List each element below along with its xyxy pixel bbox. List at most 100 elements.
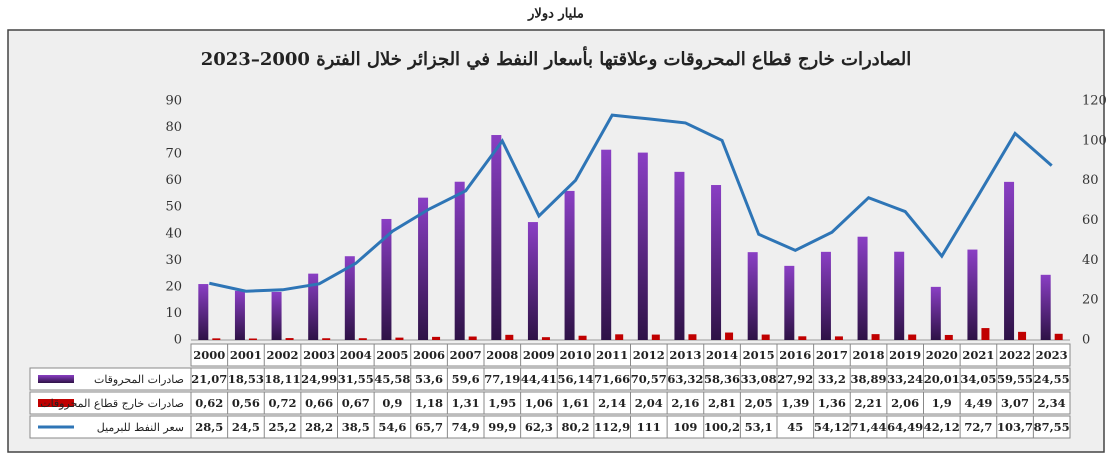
table-value: 1,31 [452, 396, 480, 410]
y-tick-label: 90 [165, 94, 182, 109]
x-tick-label: 2000 [193, 348, 225, 362]
table-value: 24,99 [301, 372, 337, 386]
y-tick-label: 70 [165, 147, 182, 162]
table-value: 71,44 [851, 420, 887, 434]
legend-swatch [38, 375, 74, 383]
bar [725, 332, 734, 340]
bar [871, 334, 880, 340]
table-value: 2,14 [598, 396, 626, 410]
x-tick-label: 2009 [523, 348, 555, 362]
bar [381, 218, 392, 340]
table-value: 74,9 [452, 420, 480, 434]
x-tick-label: 2022 [999, 348, 1031, 362]
table-value: 54,6 [378, 420, 406, 434]
table-value: 65,7 [415, 420, 443, 434]
bar [432, 336, 441, 340]
bar [1018, 331, 1027, 340]
x-tick-label: 2016 [779, 348, 811, 362]
bar [981, 328, 990, 340]
bar [615, 334, 624, 340]
x-tick-label: 2019 [889, 348, 921, 362]
bar [674, 171, 685, 340]
y-tick-label: 30 [165, 253, 182, 268]
legend-swatch [38, 399, 74, 407]
bar [418, 197, 429, 340]
table-value: 2,05 [745, 396, 773, 410]
table-value: 59,6 [452, 372, 480, 386]
table-value: 58,36 [704, 372, 740, 386]
x-tick-label: 2023 [1036, 348, 1068, 362]
bar [711, 185, 722, 340]
y-tick-label: 80 [165, 120, 182, 135]
x-tick-label: 2017 [816, 348, 848, 362]
table-value: 0,72 [269, 396, 297, 410]
table-value: 77,19 [484, 372, 520, 386]
table-value: 63,32 [667, 372, 703, 386]
y2-tick-label: 20 [1082, 293, 1099, 308]
bar [234, 290, 245, 340]
y2-tick-label: 40 [1082, 253, 1099, 268]
y-tick-label: 20 [165, 279, 182, 294]
bar [761, 334, 770, 340]
chart-title: الصادرات خارج قطاع المحروقات وعلاقتها بأ… [201, 46, 912, 70]
table-value: 0,62 [195, 396, 223, 410]
bar [894, 251, 905, 340]
x-tick-label: 2002 [267, 348, 299, 362]
table-value: 42,12 [924, 420, 960, 434]
x-tick-label: 2020 [926, 348, 958, 362]
table-value: 45 [787, 420, 803, 434]
x-tick-label: 2015 [743, 348, 775, 362]
table-value: 44,41 [521, 372, 557, 386]
table-value: 27,92 [777, 372, 813, 386]
table-value: 0,67 [342, 396, 370, 410]
bar [308, 273, 319, 340]
table-value: 34,05 [960, 372, 996, 386]
bar [930, 286, 941, 340]
table-value: 70,57 [631, 372, 667, 386]
y-tick-label: 10 [165, 306, 182, 321]
x-tick-label: 2006 [413, 348, 445, 362]
line [208, 113, 1053, 293]
y2-tick-label: 80 [1082, 173, 1099, 188]
legend-label: صادرات المحروقات [94, 373, 184, 386]
y2-tick-label: 120 [1082, 94, 1107, 109]
table-value: 53,1 [745, 420, 773, 434]
table-value: 24,5 [232, 420, 260, 434]
table-value: 2,06 [891, 396, 919, 410]
table-value: 28,2 [305, 420, 333, 434]
table-value: 2,81 [708, 396, 736, 410]
bar [212, 338, 221, 340]
y-tick-label: 40 [165, 226, 182, 241]
x-tick-label: 2010 [560, 348, 592, 362]
table-value: 99,9 [488, 420, 516, 434]
table-value: 1,36 [818, 396, 846, 410]
bar [564, 190, 575, 340]
table-value: 21,07 [191, 372, 227, 386]
table-value: 1,18 [415, 396, 443, 410]
x-tick-label: 2004 [340, 348, 372, 362]
table-value: 45,58 [374, 372, 410, 386]
x-tick-label: 2008 [486, 348, 518, 362]
bar [527, 222, 538, 340]
table-value: 2,16 [671, 396, 699, 410]
x-tick-label: 2011 [596, 348, 628, 362]
bar [248, 338, 257, 340]
table-value: 4,49 [964, 396, 992, 410]
table-value: 25,2 [269, 420, 297, 434]
table-value: 1,9 [932, 396, 952, 410]
bar [541, 337, 550, 340]
table-value: 1,61 [562, 396, 590, 410]
table-value: 56,14 [558, 372, 594, 386]
table-value: 1,95 [488, 396, 516, 410]
y2-tick-label: 100 [1082, 133, 1107, 148]
x-tick-label: 2005 [376, 348, 408, 362]
bar [454, 181, 465, 340]
table-value: 71,66 [594, 372, 630, 386]
table-value: 2,04 [635, 396, 663, 410]
table-value: 33,24 [887, 372, 923, 386]
y-tick-label: 50 [165, 200, 182, 215]
bar [784, 265, 795, 340]
table-value: 87,55 [1034, 420, 1070, 434]
bar [1004, 181, 1015, 340]
